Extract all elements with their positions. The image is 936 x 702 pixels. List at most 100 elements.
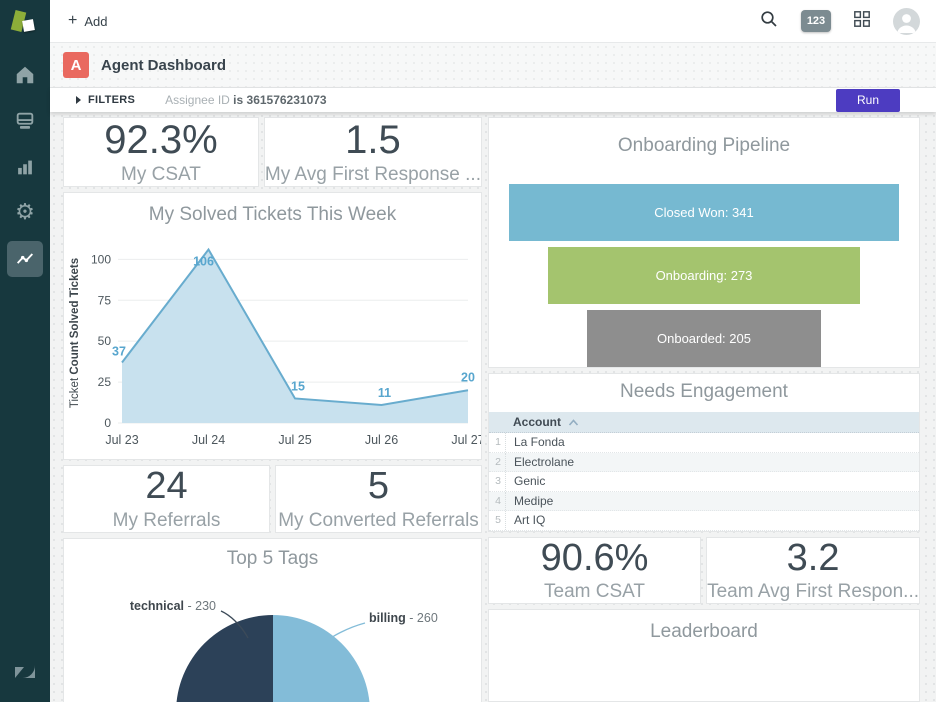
add-tab-label: Add (84, 13, 108, 29)
user-avatar[interactable] (893, 7, 920, 35)
sidebar-item-home[interactable] (0, 52, 50, 98)
svg-text:25: 25 (98, 375, 112, 389)
apps-grid-icon[interactable] (853, 10, 871, 33)
widget-title: Leaderboard (650, 621, 758, 643)
funnel-stage[interactable]: Closed Won: 341 (509, 184, 899, 241)
explore-logo-icon (10, 8, 40, 40)
row-index: 5 (489, 511, 506, 530)
search-icon[interactable] (759, 9, 779, 34)
widget-solved-tickets: My Solved Tickets This Week 0 25 50 75 100 Ju… (63, 192, 482, 460)
row-index: 4 (489, 491, 506, 510)
kpi-value: 24 (145, 465, 188, 507)
widget-onboarding-pipeline: Onboarding Pipeline Closed Won: 341 Onboa… (488, 117, 920, 368)
sidebar-nav: ⚙ (0, 0, 50, 702)
kpi-label: My Converted Referrals (278, 509, 479, 531)
kpi-value: 1.5 (345, 118, 401, 162)
row-index: 1 (489, 433, 506, 452)
svg-text:Jul 24: Jul 24 (192, 433, 225, 447)
chevron-right-icon (76, 96, 81, 104)
svg-text:37: 37 (112, 344, 126, 358)
account-name: Electrolane (514, 454, 575, 469)
sidebar-item-dashboards[interactable] (0, 236, 50, 282)
kpi-my-converted-referrals: 5 My Converted Referrals (275, 465, 482, 533)
kpi-my-avg-first-response: 1.5 My Avg First Response ... (263, 117, 482, 187)
svg-text:0: 0 (104, 416, 111, 430)
row-index: 2 (489, 452, 506, 471)
sidebar-item-reports[interactable] (0, 144, 50, 190)
column-label: Account (513, 415, 561, 429)
svg-text:Jul 25: Jul 25 (278, 433, 311, 447)
widget-leaderboard: Leaderboard (488, 609, 920, 702)
table-row[interactable]: 2 Electrolane (489, 452, 919, 472)
svg-text:50: 50 (98, 334, 112, 348)
add-tab[interactable]: + Add (68, 13, 107, 29)
kpi-value: 90.6% (540, 536, 649, 579)
kpi-label: Team Avg First Respon... (707, 581, 919, 603)
svg-text:15: 15 (291, 379, 305, 393)
active-filter-description: Assignee ID is 361576231073 (165, 93, 327, 107)
account-name: Genic (514, 474, 546, 489)
gear-icon: ⚙ (15, 200, 35, 225)
dashboard-titlebar: A Agent Dashboard (50, 43, 936, 88)
dashboard-canvas: 92.3% My CSAT 1.5 My Avg First Response … (50, 112, 936, 702)
row-index: 3 (489, 472, 506, 491)
plus-icon: + (68, 12, 78, 29)
dashboard-avatar: A (63, 52, 89, 78)
table-row[interactable]: 4 Medipe (489, 491, 919, 511)
table-header-account[interactable]: Account (489, 412, 919, 433)
svg-text:20: 20 (461, 370, 475, 384)
account-name: Medipe (514, 493, 554, 508)
funnel-stage-label: Closed Won: 341 (654, 205, 754, 220)
sidebar-item-settings[interactable]: ⚙ (0, 190, 50, 236)
table-row[interactable]: 1 La Fonda (489, 433, 919, 453)
zendesk-logo-icon[interactable] (13, 661, 37, 688)
needs-engagement-table: Account 1 La Fonda 2 Electrolane 3 Genic 4 Medi… (489, 412, 919, 531)
kpi-value: 3.2 (786, 536, 840, 579)
widget-top-5-tags: Top 5 Tags technical - 230 billing - 260 (63, 537, 482, 702)
kpi-label: My Referrals (112, 509, 221, 531)
widget-title: Top 5 Tags (226, 547, 319, 569)
sidebar-item-datasets[interactable] (0, 98, 50, 144)
solved-tickets-line-chart[interactable]: 0 25 50 75 100 Jul 23 Jul 24 Jul 25 Jul 26 Jul 27… (64, 231, 481, 459)
svg-text:Jul 26: Jul 26 (365, 433, 398, 447)
widget-title: My Solved Tickets This Week (148, 204, 397, 225)
svg-text:75: 75 (98, 293, 112, 307)
svg-text:technical - 230: technical - 230 (130, 599, 216, 613)
svg-text:Jul 23: Jul 23 (105, 433, 138, 447)
line-chart-icon (7, 241, 43, 277)
table-row[interactable]: 3 Genic (489, 472, 919, 492)
filters-toggle[interactable]: FILTERS (88, 94, 136, 106)
kpi-value: 92.3% (104, 118, 218, 162)
account-name: La Fonda (514, 435, 565, 450)
kpi-team-csat: 90.6% Team CSAT (488, 536, 702, 605)
kpi-team-avg-first-response: 3.2 Team Avg First Respon... (706, 536, 920, 605)
counter-badge[interactable]: 123 (801, 10, 831, 32)
run-button[interactable]: Run (836, 88, 900, 112)
svg-text:Jul 27: Jul 27 (451, 433, 481, 447)
widget-needs-engagement: Needs Engagement Account 1 La Fonda 2 Elect… (488, 373, 920, 532)
svg-text:100: 100 (91, 252, 111, 266)
kpi-my-csat: 92.3% My CSAT (63, 117, 259, 187)
account-name: Art IQ (514, 513, 546, 528)
widget-title: Needs Engagement (620, 381, 788, 402)
filter-bar: FILTERS Assignee ID is 361576231073 Run (50, 88, 936, 112)
widget-title: Onboarding Pipeline (617, 135, 791, 156)
funnel-stage[interactable]: Onboarding: 273 (547, 247, 861, 304)
svg-text:106: 106 (193, 255, 214, 269)
kpi-label: Team CSAT (544, 581, 646, 603)
kpi-my-referrals: 24 My Referrals (63, 465, 270, 533)
svg-text:Ticket Count Solved Tickets: Ticket Count Solved Tickets (69, 258, 81, 408)
funnel-stage[interactable]: Onboarded: 205 (586, 310, 822, 367)
datasets-icon (14, 110, 36, 132)
kpi-value: 5 (367, 465, 390, 507)
table-row[interactable]: 5 Art IQ (489, 511, 919, 531)
funnel-chart: Closed Won: 341 Onboarding: 273 Onboarded:… (509, 184, 899, 367)
kpi-label: My CSAT (121, 164, 201, 185)
page-title: Agent Dashboard (101, 56, 227, 74)
sort-asc-icon (568, 418, 579, 426)
bar-chart-icon (14, 156, 36, 178)
funnel-stage-label: Onboarded: 205 (657, 331, 751, 346)
svg-text:11: 11 (378, 386, 391, 400)
top-tags-pie-chart[interactable]: technical - 230 billing - 260 (64, 577, 481, 702)
